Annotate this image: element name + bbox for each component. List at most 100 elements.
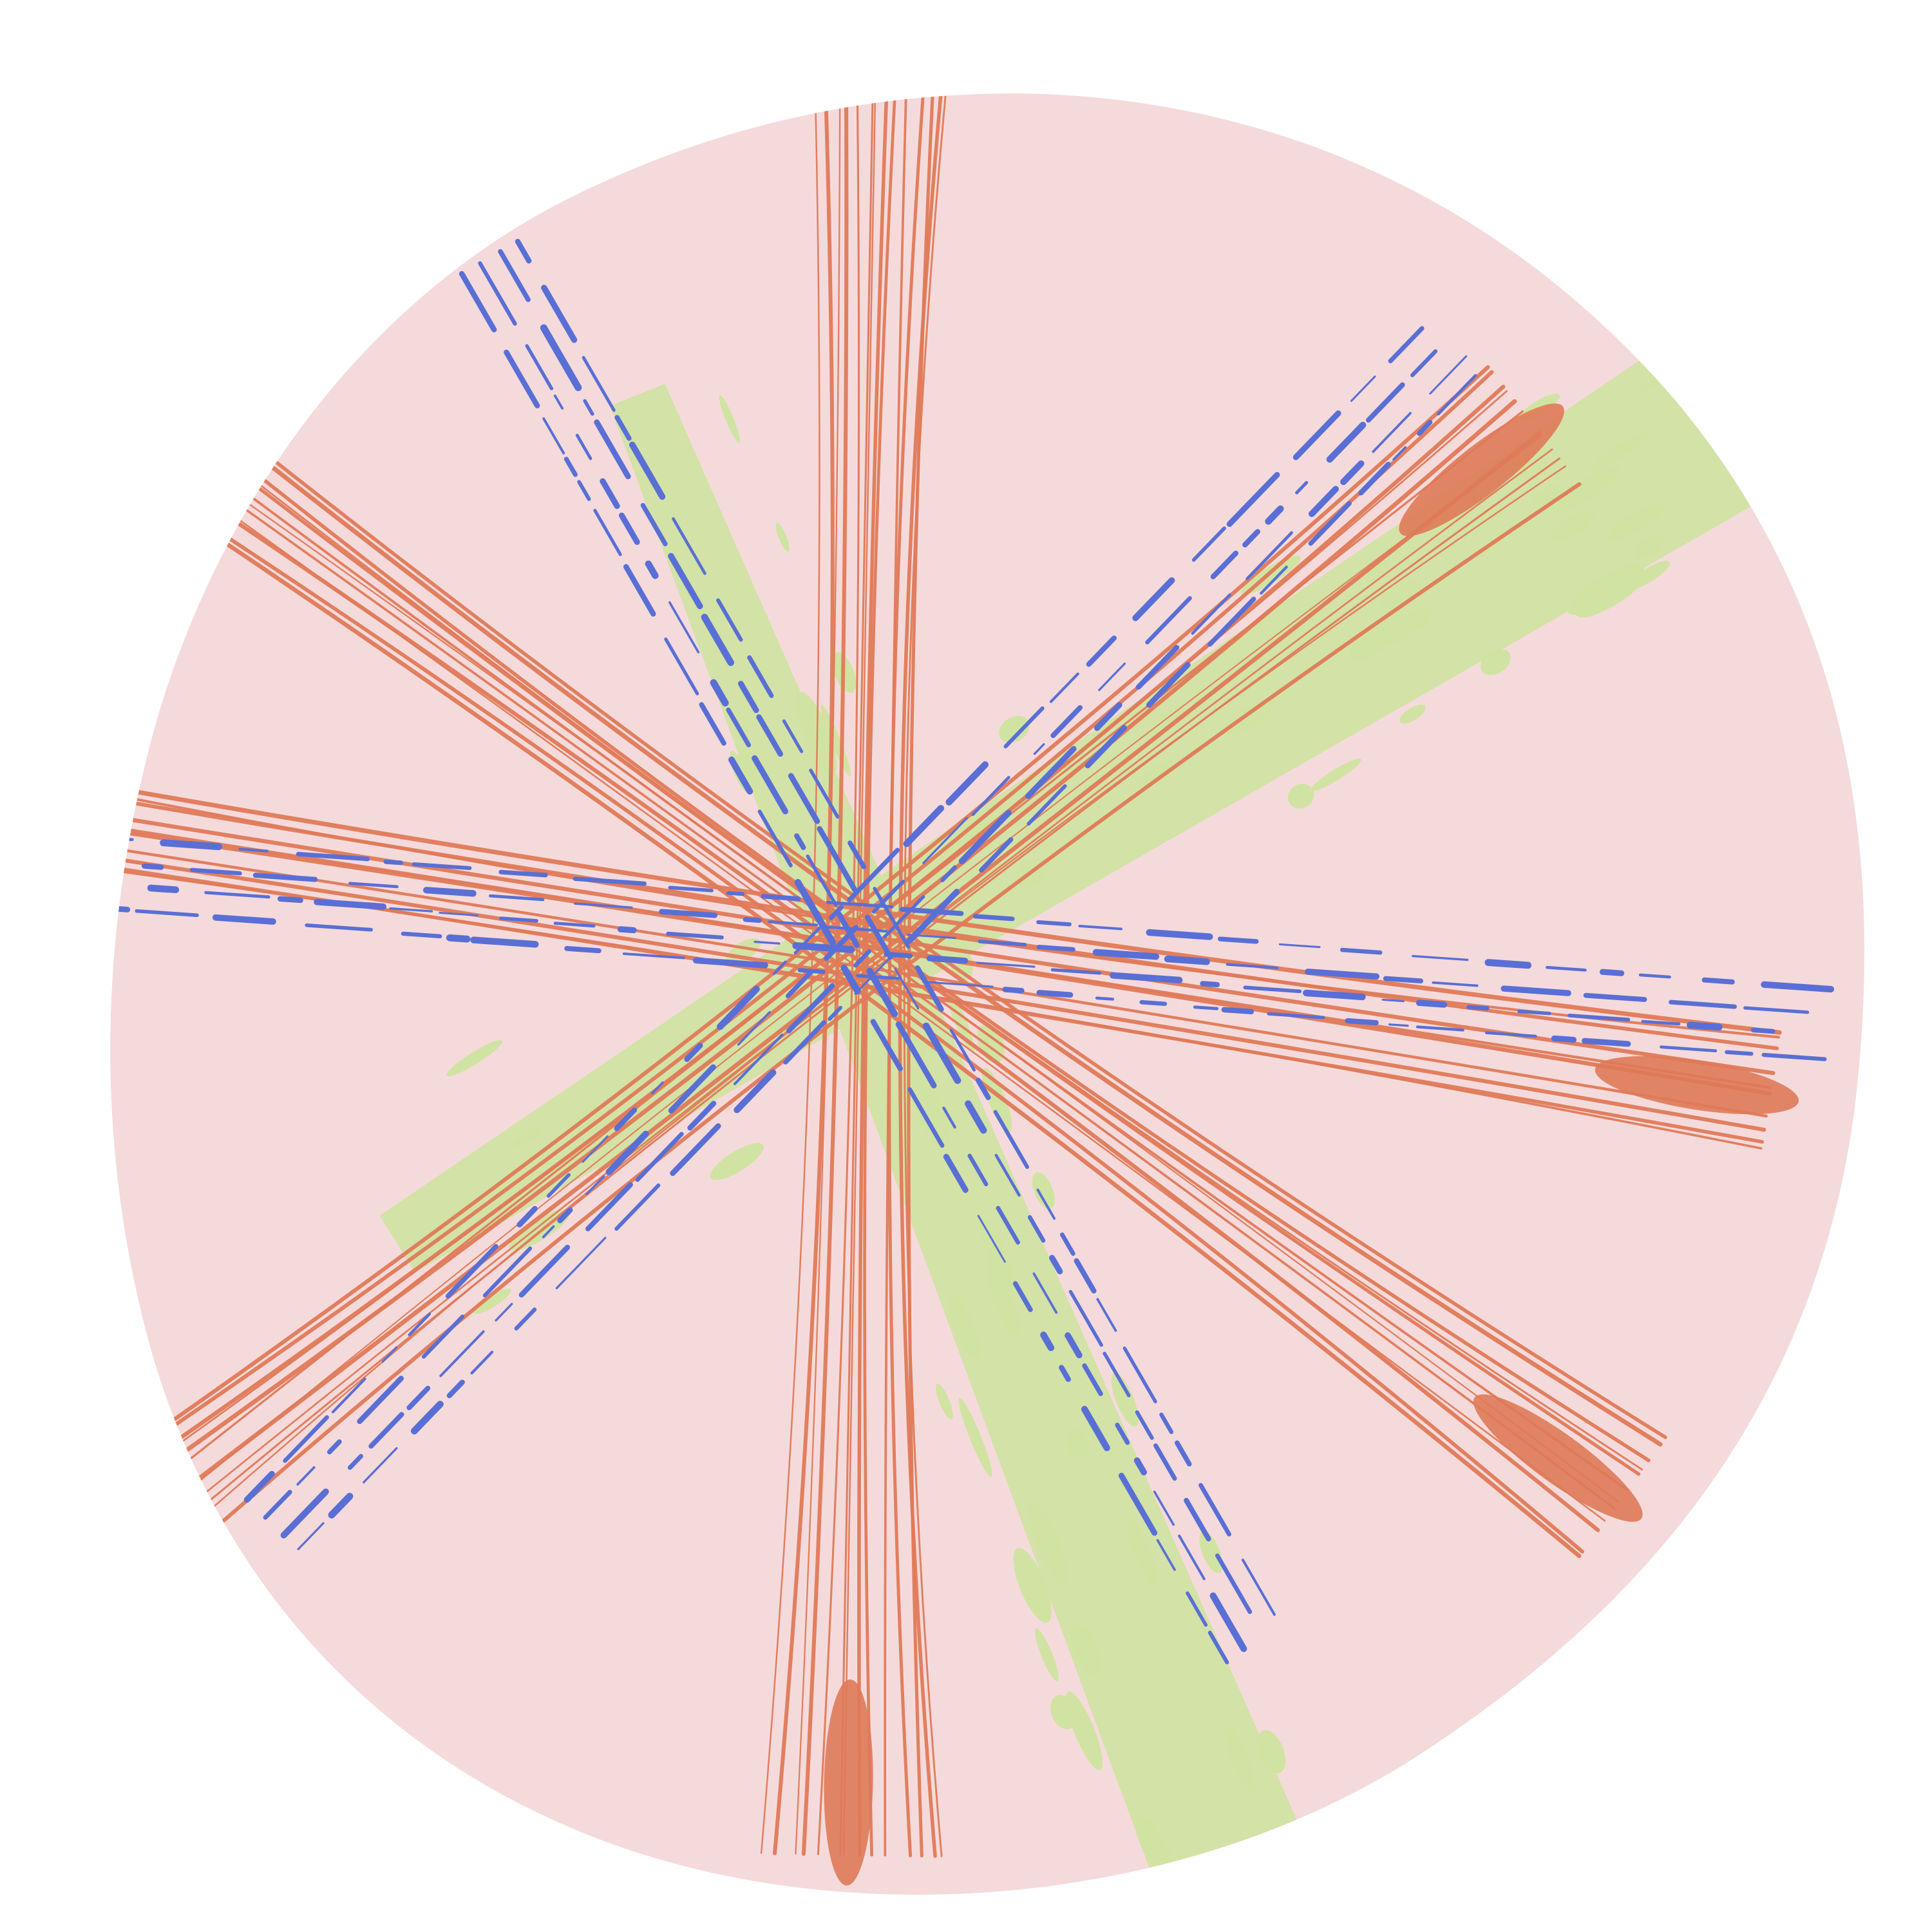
blue-dash <box>1210 550 1239 580</box>
green-fleck <box>999 715 1030 743</box>
blue-dash <box>848 840 867 869</box>
blue-dash <box>1036 920 1072 927</box>
blue-dash <box>1308 486 1339 517</box>
orange-line <box>817 93 860 1855</box>
green-fleck <box>719 395 740 443</box>
blue-dash <box>582 1135 609 1163</box>
blue-dash <box>1221 1007 1255 1015</box>
blue-dash <box>668 1064 716 1113</box>
blue-dash <box>614 1183 661 1231</box>
blue-dash <box>600 478 620 509</box>
orange-line <box>839 93 875 1856</box>
orange-line <box>191 431 1542 1485</box>
blue-dash <box>296 851 370 862</box>
blue-dash <box>949 1028 976 1072</box>
blue-dash <box>1429 355 1468 395</box>
orange-line <box>110 805 1772 1096</box>
blue-dash <box>564 945 601 954</box>
orange-line <box>110 790 1776 1075</box>
green-fleck <box>1606 503 1665 542</box>
blue-dash <box>1115 1423 1130 1445</box>
blue-dash <box>1036 1188 1056 1220</box>
blue-dash <box>1546 965 1587 972</box>
blue-dash <box>1186 1591 1208 1627</box>
green-fleck <box>936 1383 953 1419</box>
green-fleck <box>795 692 837 775</box>
blue-dash <box>1372 412 1412 453</box>
blue-dash <box>439 1330 485 1378</box>
green-fleck <box>1222 699 1273 735</box>
blue-dash <box>348 882 399 889</box>
orange-line <box>110 407 1616 1510</box>
blue-dash <box>943 1153 969 1193</box>
blue-dash <box>482 1246 533 1298</box>
blue-dash <box>1082 1363 1103 1396</box>
blue-dash <box>806 854 838 907</box>
blue-dash <box>1293 410 1341 460</box>
blue-dash <box>1174 1440 1192 1467</box>
blue-dash <box>895 1021 937 1089</box>
blue-dash <box>1350 375 1376 402</box>
blue-dash <box>381 1346 398 1363</box>
blue-dash <box>996 1206 1020 1245</box>
blue-dash <box>498 249 531 303</box>
green-fleck <box>1287 783 1314 809</box>
blue-dash <box>1033 743 1045 755</box>
green-fleck <box>1146 708 1187 737</box>
blue-dash <box>967 1153 989 1187</box>
blue-dash <box>401 931 442 939</box>
blue-dash <box>470 1350 494 1375</box>
blue-dash <box>1078 924 1122 931</box>
blue-dash <box>664 637 699 696</box>
blue-dash <box>297 1522 325 1551</box>
blue-dash <box>977 1215 1006 1263</box>
blue-dash <box>1388 1023 1409 1027</box>
blue-dash <box>542 1225 555 1238</box>
blue-dash <box>1153 1490 1175 1526</box>
blue-dash <box>1484 959 1532 969</box>
blue-dash <box>583 399 594 416</box>
blue-dash <box>243 1470 275 1503</box>
blue-dash <box>582 355 616 412</box>
green-fleck <box>511 1127 542 1148</box>
green-fleck <box>910 1029 926 1057</box>
blue-dash <box>979 837 1014 873</box>
blue-dash <box>147 884 180 893</box>
blue-dash <box>445 1244 498 1299</box>
blue-dash <box>1103 1351 1131 1397</box>
blue-dash <box>1260 565 1288 595</box>
blue-dash <box>574 902 633 909</box>
blue-dash <box>1217 936 1259 944</box>
blue-dash <box>1267 1012 1325 1019</box>
blue-dash <box>1410 349 1438 377</box>
blue-dash <box>553 922 596 928</box>
blue-dash <box>422 887 477 897</box>
blue-dash <box>1059 1365 1071 1382</box>
blue-dash <box>314 898 387 910</box>
green-fleck <box>1199 1531 1223 1573</box>
blue-dash <box>542 417 565 455</box>
blue-dash <box>668 553 703 610</box>
green-fleck <box>1550 467 1621 513</box>
green-fleck <box>1480 649 1511 676</box>
blue-dash <box>357 1376 404 1425</box>
blue-dash <box>1308 501 1352 546</box>
green-fleck <box>1126 1518 1157 1586</box>
blue-dash <box>743 916 762 923</box>
blue-dash <box>1226 963 1279 969</box>
green-fleck <box>958 1397 992 1477</box>
blue-dash <box>1110 972 1183 983</box>
green-fleck <box>1035 1628 1059 1681</box>
blue-dash <box>772 960 787 976</box>
orange-line <box>140 354 1667 1439</box>
green-fleck <box>710 1142 764 1180</box>
blue-dash <box>1761 1052 1827 1061</box>
blue-dash <box>1243 985 1302 994</box>
blue-dash <box>252 873 318 882</box>
blue-dash <box>1466 1005 1490 1011</box>
blue-dash <box>945 761 989 806</box>
blue-dash <box>618 512 640 545</box>
blue-dash <box>1118 1472 1158 1536</box>
blue-dash <box>907 1087 945 1148</box>
blue-dash <box>1135 645 1180 690</box>
